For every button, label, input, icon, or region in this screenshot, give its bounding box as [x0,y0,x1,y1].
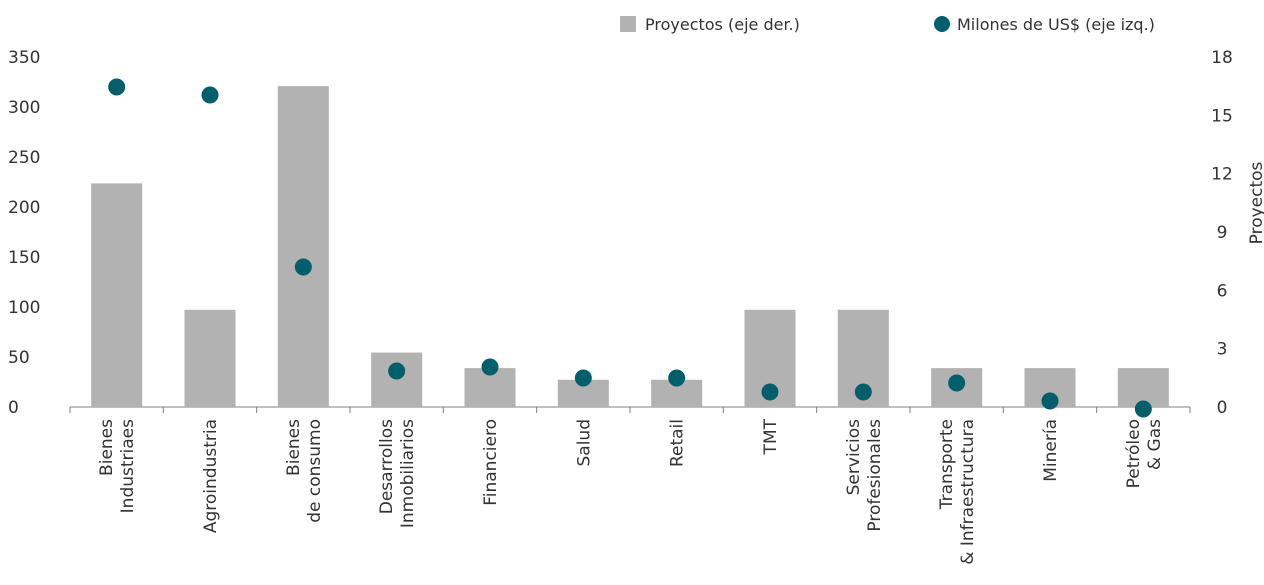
bar [277,86,329,408]
right-tick-label: 6 [1217,281,1228,301]
data-point [201,86,219,104]
category-label: Agroindustria [201,419,221,533]
bar [184,309,236,407]
axes [69,406,1191,413]
category-label: Salud [574,419,594,467]
left-tick-label: 300 [8,98,40,118]
data-point [1041,392,1059,410]
category-label: Desarrollos Inmobiliarios [377,419,418,528]
category-label-line: Inmobiliarios [398,419,418,528]
category-label-line: & Infraestructura [958,419,978,565]
category-label: Retail [668,419,688,467]
bar [371,352,423,407]
right-axis-ticks: 0 3 6 9 12 15 18 [1211,48,1233,418]
data-point [854,383,872,401]
right-tick-label: 18 [1211,48,1233,68]
data-point [108,78,126,96]
data-point [481,358,499,376]
data-point [574,369,592,387]
category-label: Minería [1041,419,1061,482]
category-label-line: Retail [668,419,688,467]
category-label: Servicios Profesionales [844,419,885,532]
category-label-line: Servicios [844,419,864,495]
left-tick-label: 50 [8,348,30,368]
category-label-line: Minería [1041,419,1061,482]
legend: Proyectos (eje der.) Milones de US$ (eje… [620,15,1155,34]
right-axis-title: Proyectos [1247,161,1264,244]
data-point [388,362,406,380]
category-label-line: Salud [574,419,594,467]
category-label-line: & Gas [1145,419,1165,470]
data-point [668,369,686,387]
left-tick-label: 350 [8,48,40,68]
right-tick-label: 3 [1217,340,1228,360]
category-label-line: Petróleo [1124,419,1144,488]
category-labels: Bienes Industriaes Agroindustria Bienes de c… [97,418,1165,564]
legend-label-millions: Milones de US$ (eje izq.) [957,15,1155,34]
category-label: Petróleo & Gas [1124,419,1165,489]
category-label: Financiero [481,419,501,506]
category-label-line: TMT [761,418,781,455]
data-point [948,374,966,392]
data-point [1134,400,1152,418]
category-label: Bienes de consumo [284,419,325,523]
bars [91,86,1169,408]
legend-swatch-millions [934,16,950,32]
category-label-line: Agroindustria [201,419,221,533]
category-label-line: Bienes [284,419,304,476]
left-axis-ticks: 0 50 100 150 200 250 300 350 [8,48,40,418]
data-point [294,258,312,276]
category-label: TMT [761,418,781,455]
left-tick-label: 0 [8,398,19,418]
category-label-line: Financiero [481,419,501,506]
right-tick-label: 0 [1217,398,1228,418]
left-tick-label: 100 [8,298,40,318]
data-point [761,383,779,401]
left-tick-label: 150 [8,248,40,268]
category-label-line: Desarrollos [377,419,397,514]
category-label-line: Profesionales [865,419,885,532]
bar [91,183,143,407]
points [108,78,1152,418]
category-label-line: Industriaes [118,419,138,513]
left-tick-label: 200 [8,198,40,218]
right-tick-label: 9 [1217,223,1228,243]
category-label: Bienes Industriaes [97,419,138,513]
legend-swatch-projects [620,16,636,32]
legend-label-projects: Proyectos (eje der.) [645,15,800,34]
category-label-line: Bienes [97,419,117,476]
category-label-line: de consumo [305,419,325,523]
left-tick-label: 250 [8,148,40,168]
category-label-line: Transporte [937,419,957,510]
category-label: Transporte & Infraestructura [937,419,978,565]
right-tick-label: 12 [1211,165,1233,185]
right-tick-label: 15 [1211,106,1233,126]
